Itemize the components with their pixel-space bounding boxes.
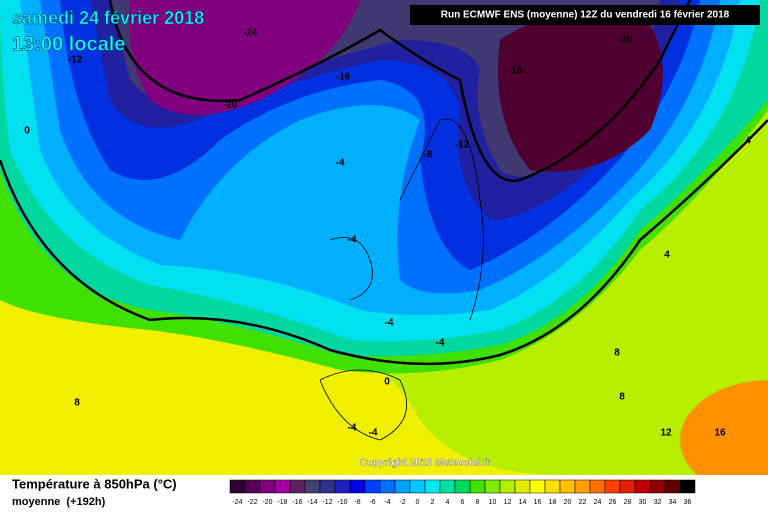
scale-label: 18 — [549, 499, 557, 506]
scale-swatch — [604, 479, 621, 494]
scale-label: -4 — [384, 499, 390, 506]
legend-subtitle: moyenne (+192h) — [12, 496, 106, 508]
scale-label: 2 — [431, 499, 435, 506]
contour-label: 0 — [24, 126, 30, 137]
scale-label: 0 — [416, 499, 420, 506]
contour-label: -16 — [336, 72, 351, 83]
scale-swatch — [499, 479, 516, 494]
scale-label: -6 — [369, 499, 375, 506]
scale-swatch — [274, 479, 291, 494]
contour-label: -4 — [348, 235, 357, 246]
scale-label: -12 — [322, 499, 332, 506]
scale-swatch — [229, 479, 246, 494]
scale-swatch — [679, 479, 696, 494]
scale-label: 22 — [579, 499, 587, 506]
scale-label: -24 — [232, 499, 242, 506]
contour-label: -4 — [348, 423, 357, 434]
scale-swatch — [634, 479, 651, 494]
scale-swatch — [649, 479, 666, 494]
contour-label: -4 — [385, 318, 394, 329]
scale-label: 26 — [609, 499, 617, 506]
scale-swatch — [484, 479, 501, 494]
contour-label: -16 — [508, 66, 523, 77]
scale-label: 12 — [504, 499, 512, 506]
scale-label: -20 — [262, 499, 272, 506]
scale-swatch — [619, 479, 636, 494]
legend-title: Température à 850hPa (°C) — [12, 476, 177, 491]
contour-label: -20 — [618, 35, 633, 46]
scale-label: 36 — [684, 499, 692, 506]
scale-swatch — [439, 479, 456, 494]
scale-label: -14 — [307, 499, 317, 506]
scale-swatch — [469, 479, 486, 494]
scale-swatch — [544, 479, 561, 494]
scale-label: 10 — [489, 499, 497, 506]
scale-label: 24 — [594, 499, 602, 506]
scale-swatch — [529, 479, 546, 494]
scale-label: 28 — [624, 499, 632, 506]
contour-label: 4 — [745, 136, 751, 147]
scale-swatch — [349, 479, 366, 494]
map-date: samedi 24 février 2018 — [12, 8, 204, 28]
color-scale: -24 -22 -20 -18 -16 -14 -12 -10 -8 -6 -4 -2 0 2 4 6 8 10 1… — [229, 479, 696, 506]
scale-swatch — [454, 479, 471, 494]
scale-label: 4 — [446, 499, 450, 506]
scale-label: 6 — [461, 499, 465, 506]
scale-swatch — [559, 479, 576, 494]
scale-swatch — [574, 479, 591, 494]
run-box — [410, 5, 760, 25]
contour-label: 8 — [619, 392, 625, 403]
scale-label: -10 — [337, 499, 347, 506]
scale-swatch — [424, 479, 441, 494]
scale-swatch — [589, 479, 606, 494]
contour-label: 8 — [74, 398, 80, 409]
scale-label: 8 — [476, 499, 480, 506]
copyright: Copyright 2018 Meteociel.fr — [360, 458, 491, 469]
contour-label: 8 — [614, 348, 620, 359]
scale-swatch — [364, 479, 381, 494]
scale-label: 30 — [639, 499, 647, 506]
scale-swatch — [334, 479, 351, 494]
contour-label: 4 — [664, 250, 670, 261]
contour-label: 0 — [384, 377, 390, 388]
scale-swatch — [289, 479, 306, 494]
scale-label: 20 — [564, 499, 572, 506]
scale-swatch — [244, 479, 261, 494]
scale-label: -22 — [247, 499, 257, 506]
scale-swatch — [379, 479, 396, 494]
scale-label: -2 — [399, 499, 405, 506]
scale-swatch — [259, 479, 276, 494]
contour-label: -24 — [243, 28, 258, 39]
contour-label: -20 — [223, 100, 238, 111]
scale-swatch — [514, 479, 531, 494]
contour-label: -4 — [436, 338, 445, 349]
contour-label: -4 — [336, 158, 345, 169]
contour-label: 12 — [660, 428, 672, 439]
contour-label: -12 — [68, 55, 83, 66]
scale-label: 32 — [654, 499, 662, 506]
scale-label: 14 — [519, 499, 527, 506]
scale-label: 16 — [534, 499, 542, 506]
scale-swatch — [409, 479, 426, 494]
run-info: Run ECMWF ENS (moyenne) 12Z du vendredi … — [441, 10, 730, 21]
contour-label: 16 — [714, 428, 726, 439]
scale-label: -18 — [277, 499, 287, 506]
scale-swatch — [394, 479, 411, 494]
scale-label: -8 — [354, 499, 360, 506]
scale-label: 34 — [669, 499, 677, 506]
map-fields — [0, 0, 768, 500]
contour-label: -8 — [424, 150, 433, 161]
contour-labels: -24 -20 -12 -16 -16 -20 0 -4 -8 -12 4 -4… — [24, 28, 751, 439]
contour-label: -4 — [369, 428, 378, 439]
scale-swatch — [664, 479, 681, 494]
contour-label: -12 — [455, 140, 470, 151]
scale-swatch — [304, 479, 321, 494]
map-time: 13:00 locale — [12, 33, 125, 55]
scale-label: -16 — [292, 499, 302, 506]
scale-swatch — [319, 479, 336, 494]
